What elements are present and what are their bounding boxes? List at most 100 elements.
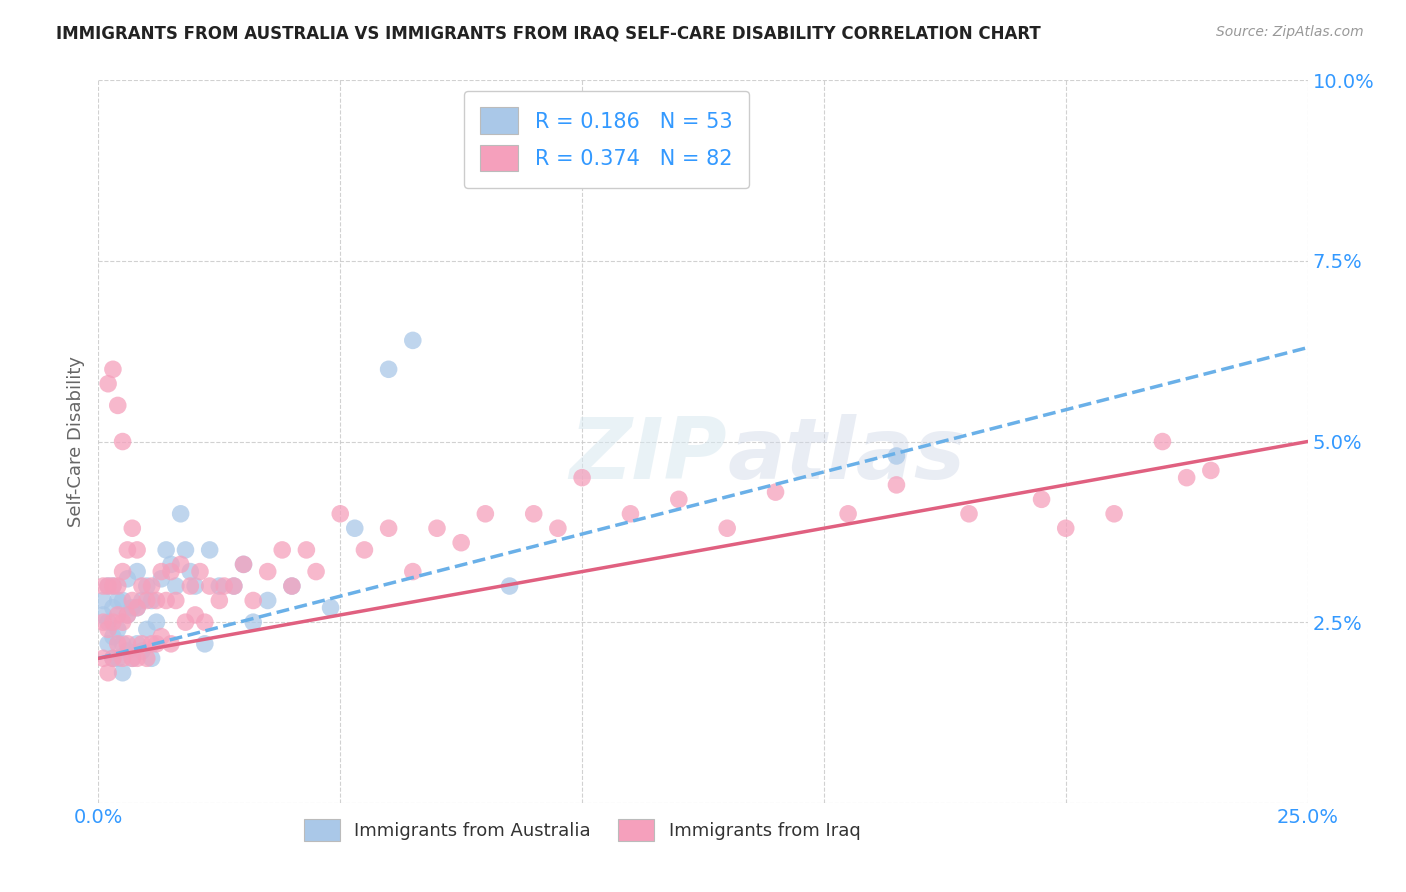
Point — [101, 615, 124, 630]
Point — [198, 579, 221, 593]
Point — [97, 579, 120, 593]
Text: Source: ZipAtlas.com: Source: ZipAtlas.com — [1216, 25, 1364, 39]
Point — [131, 644, 153, 658]
Point — [256, 565, 278, 579]
Point — [305, 565, 328, 579]
Point — [117, 644, 139, 658]
Point — [188, 565, 211, 579]
Point — [117, 607, 139, 622]
Point — [222, 579, 245, 593]
Point — [91, 615, 114, 630]
Point — [571, 131, 593, 145]
Point — [179, 579, 201, 593]
Point — [117, 607, 139, 622]
Point — [1102, 507, 1125, 521]
Point — [329, 507, 352, 521]
Point — [141, 593, 163, 607]
Point — [107, 398, 129, 412]
Point — [198, 542, 221, 557]
Point — [281, 579, 304, 593]
Point — [135, 579, 157, 593]
Point — [91, 607, 114, 622]
Point — [169, 558, 191, 572]
Point — [160, 637, 183, 651]
Point — [141, 579, 163, 593]
Point — [107, 637, 129, 651]
Point — [184, 579, 207, 593]
Point — [117, 542, 139, 557]
Text: ZIP: ZIP — [569, 415, 727, 498]
Point — [145, 615, 167, 630]
Point — [1054, 521, 1077, 535]
Point — [547, 521, 569, 535]
Point — [101, 630, 124, 644]
Legend: Immigrants from Australia, Immigrants from Iraq: Immigrants from Australia, Immigrants fr… — [297, 812, 868, 848]
Point — [121, 600, 143, 615]
Point — [135, 593, 157, 607]
Point — [194, 615, 217, 630]
Point — [242, 593, 264, 607]
Point — [1199, 463, 1222, 477]
Point — [222, 579, 245, 593]
Point — [194, 637, 217, 651]
Point — [523, 507, 546, 521]
Point — [271, 542, 294, 557]
Point — [97, 665, 120, 680]
Y-axis label: Self-Care Disability: Self-Care Disability — [66, 356, 84, 527]
Point — [117, 572, 139, 586]
Point — [97, 637, 120, 651]
Point — [127, 565, 149, 579]
Point — [668, 492, 690, 507]
Point — [169, 507, 191, 521]
Point — [256, 593, 278, 607]
Point — [155, 593, 177, 607]
Point — [101, 651, 124, 665]
Point — [450, 535, 472, 549]
Point — [150, 572, 173, 586]
Point — [117, 637, 139, 651]
Point — [111, 637, 134, 651]
Point — [212, 579, 235, 593]
Point — [377, 362, 399, 376]
Point — [619, 507, 641, 521]
Point — [377, 521, 399, 535]
Point — [135, 623, 157, 637]
Point — [111, 651, 134, 665]
Point — [127, 600, 149, 615]
Point — [343, 521, 366, 535]
Point — [208, 593, 231, 607]
Point — [402, 565, 425, 579]
Point — [145, 593, 167, 607]
Text: IMMIGRANTS FROM AUSTRALIA VS IMMIGRANTS FROM IRAQ SELF-CARE DISABILITY CORRELATI: IMMIGRANTS FROM AUSTRALIA VS IMMIGRANTS … — [56, 25, 1040, 43]
Point — [957, 507, 980, 521]
Point — [150, 565, 173, 579]
Point — [121, 651, 143, 665]
Text: atlas: atlas — [727, 415, 966, 498]
Point — [474, 507, 496, 521]
Point — [295, 542, 318, 557]
Point — [101, 651, 124, 665]
Point — [150, 630, 173, 644]
Point — [1031, 492, 1053, 507]
Point — [111, 434, 134, 449]
Point — [571, 471, 593, 485]
Point — [208, 579, 231, 593]
Point — [165, 593, 187, 607]
Point — [319, 600, 342, 615]
Point — [886, 478, 908, 492]
Point — [91, 593, 114, 607]
Point — [107, 651, 129, 665]
Point — [232, 558, 254, 572]
Point — [127, 542, 149, 557]
Point — [91, 579, 114, 593]
Point — [160, 565, 183, 579]
Point — [111, 615, 134, 630]
Point — [127, 600, 149, 615]
Point — [155, 542, 177, 557]
Point — [179, 565, 201, 579]
Point — [174, 615, 197, 630]
Point — [111, 565, 134, 579]
Point — [141, 651, 163, 665]
Point — [101, 600, 124, 615]
Point — [107, 623, 129, 637]
